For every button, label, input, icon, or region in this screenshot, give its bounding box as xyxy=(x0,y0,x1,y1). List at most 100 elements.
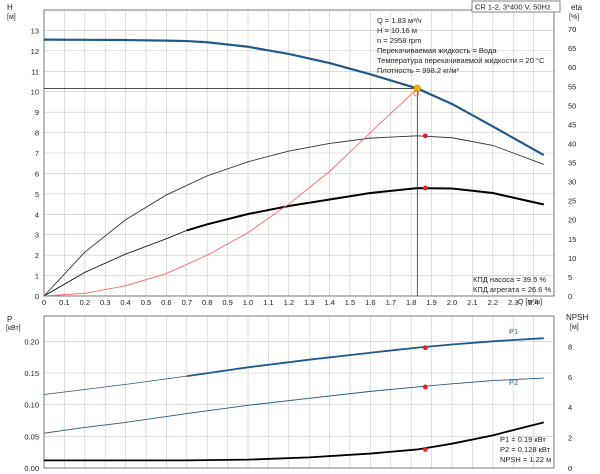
top-series-1 xyxy=(43,135,544,297)
info-npsh: NPSH = 1.22 м xyxy=(500,455,551,464)
top-x-tick: 0.1 xyxy=(59,298,69,307)
bottom-info-block: P1 = 0.19 кВт P2 = 0.128 кВт NPSH = 1.22… xyxy=(500,435,551,464)
bottom-y-tick: 0.10 xyxy=(24,401,39,410)
bottom-y-right-label: NPSH xyxy=(566,313,588,322)
top-x-tick: 1.9 xyxy=(426,298,436,307)
top-x-tick: 0 xyxy=(42,298,46,307)
bottom-plot-frame xyxy=(43,315,555,469)
top-x-tick: 1.6 xyxy=(365,298,375,307)
top-x-tick: 0.2 xyxy=(80,298,90,307)
bottom-series xyxy=(43,337,545,462)
bottom-series-0 xyxy=(186,337,544,378)
info-p2: P2 = 0.128 кВт xyxy=(500,445,551,454)
top-x-tick: 0.6 xyxy=(161,298,171,307)
bottom-y-right-unit: [м] xyxy=(570,324,579,331)
duty-point-marker xyxy=(413,84,422,93)
top-x-tick: 1.7 xyxy=(386,298,396,307)
bottom-y-tick: 0.00 xyxy=(24,464,39,473)
curve-label-p1: P1 xyxy=(509,327,518,336)
pump-efficiency: КПД насоса = 39.5 % xyxy=(473,275,546,284)
top-y2-tick: 70 xyxy=(568,25,576,34)
top-y-tick: 4 xyxy=(35,210,39,219)
top-y2-tick: 25 xyxy=(568,197,576,206)
info-density: Плотность = 998.2 кг/м³ xyxy=(377,66,459,75)
efficiency-info-block: КПД насоса = 39.5 % КПД агрегата = 26.6 … xyxy=(473,275,551,294)
efficiency-duty-marker xyxy=(422,185,428,191)
top-series-0 xyxy=(43,38,545,157)
system-curve-end-marker xyxy=(413,90,420,97)
top-y-tick: 13 xyxy=(31,26,39,35)
bottom-y2-tick: 8 xyxy=(568,342,572,351)
unit-efficiency: КПД агрегата = 26.6 % xyxy=(473,285,551,294)
top-y-left-label: H xyxy=(7,3,13,12)
bottom-y2-tick: 2 xyxy=(568,434,572,443)
bottom-series-0-low xyxy=(43,375,187,395)
top-y-right-unit: [%] xyxy=(569,14,579,21)
bottom-y2-tick: 4 xyxy=(568,403,572,412)
bottom-y2-tick: 0 xyxy=(568,464,572,473)
top-x-tick: 2.0 xyxy=(447,298,457,307)
top-x-tick: 0.9 xyxy=(222,298,232,307)
top-info-block: Q = 1.83 м³/ч H = 10.16 м n = 2958 rpm П… xyxy=(377,16,545,75)
top-y-tick: 12 xyxy=(31,47,39,56)
efficiency-duty-marker xyxy=(422,133,428,139)
bottom-y2-tick: 6 xyxy=(568,373,572,382)
top-y-tick: 10 xyxy=(31,88,39,97)
bottom-series-1 xyxy=(43,377,544,434)
top-x-tick: 2.1 xyxy=(467,298,477,307)
top-x-tick: 1.4 xyxy=(324,298,334,307)
top-x-tick: 1.0 xyxy=(243,298,253,307)
top-y2-tick: 60 xyxy=(568,63,576,72)
top-series xyxy=(43,38,545,297)
top-x-tick: 1.5 xyxy=(345,298,355,307)
top-y-tick: 6 xyxy=(35,169,39,178)
model-title: CR 1-2, 3*400 V, 50Hz xyxy=(475,3,551,12)
top-y-tick: 9 xyxy=(35,108,39,117)
top-x-tick: 1.8 xyxy=(406,298,416,307)
top-y-tick: 11 xyxy=(31,67,39,76)
top-y2-tick: 55 xyxy=(568,82,576,91)
info-p1: P1 = 0.19 кВт xyxy=(500,435,546,444)
top-y2-tick: 45 xyxy=(568,120,576,129)
top-series-2-low xyxy=(43,230,187,297)
top-x-tick: 2.2 xyxy=(488,298,498,307)
top-plot-frame xyxy=(43,9,555,297)
top-y2-tick: 15 xyxy=(568,235,576,244)
top-y2-tick: 20 xyxy=(568,216,576,225)
curve-label-p2: P2 xyxy=(509,378,518,387)
top-x-tick: 0.4 xyxy=(120,298,130,307)
info-head: H = 10.16 м xyxy=(377,26,417,35)
power-duty-marker xyxy=(422,447,428,452)
bottom-y-tick: 0.15 xyxy=(24,369,39,378)
top-y-tick: 2 xyxy=(35,251,39,260)
top-x-tick: 1.3 xyxy=(304,298,314,307)
top-y2-tick: 30 xyxy=(568,178,576,187)
top-x-tick: 0.5 xyxy=(141,298,151,307)
top-x-label: Q [м³/ч] xyxy=(518,299,542,306)
top-y2-tick: 5 xyxy=(568,273,572,282)
top-y-tick: 3 xyxy=(35,231,39,240)
top-x-tick: 2.4 xyxy=(528,298,538,307)
top-y-tick: 7 xyxy=(35,149,39,158)
top-series-2 xyxy=(186,187,545,232)
bottom-grid: 0.00 0.05 0.10 0.15 0.20 0 2 4 6 8 xyxy=(24,316,572,473)
markers xyxy=(44,84,428,452)
top-y2-tick: 65 xyxy=(568,44,576,53)
bottom-series-2 xyxy=(44,421,545,462)
power-duty-marker xyxy=(422,345,428,351)
top-y2-tick: 40 xyxy=(568,139,576,148)
model-title-box xyxy=(471,0,561,13)
info-liquid: Перекачиваемая жидкость = Вода xyxy=(377,46,497,55)
top-x-tick: 1.1 xyxy=(263,298,273,307)
top-y-tick: 8 xyxy=(35,129,39,138)
top-y-tick: 5 xyxy=(35,190,39,199)
bottom-y-left-unit: [кВт] xyxy=(6,325,21,332)
top-x-tick: 0.7 xyxy=(182,298,192,307)
top-series-3 xyxy=(43,88,418,297)
info-flow: Q = 1.83 м³/ч xyxy=(377,16,422,25)
top-grid: 0 0.1 0.2 0.3 0.4 0.5 0.6 0.7 0.8 0.9 1.0 1.1 1.2 1.3… xyxy=(31,10,576,307)
info-temperature: Температура перекачиваемой жидкости = 20… xyxy=(377,56,545,65)
info-speed: n = 2958 rpm xyxy=(377,36,421,45)
top-y-tick: 0 xyxy=(35,292,39,301)
power-duty-marker xyxy=(422,384,428,390)
